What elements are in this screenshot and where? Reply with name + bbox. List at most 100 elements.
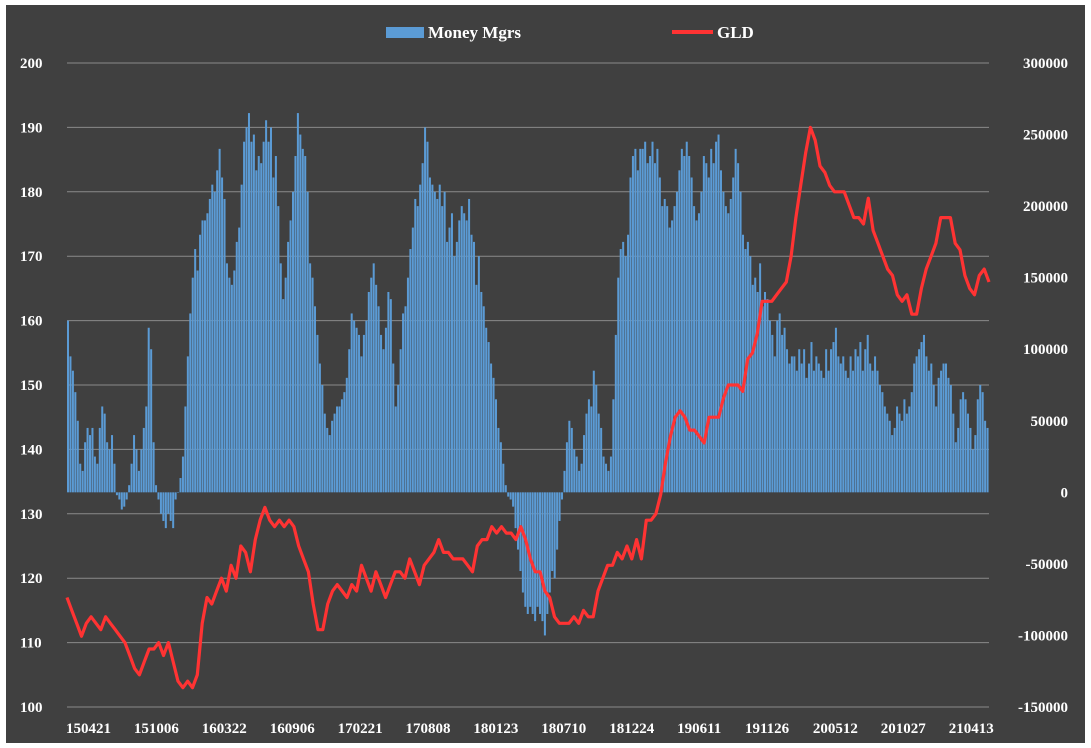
bar: [448, 227, 451, 493]
bar: [908, 406, 911, 493]
bar: [296, 113, 299, 493]
bar: [213, 191, 216, 493]
bar: [316, 334, 319, 493]
bar: [751, 284, 754, 493]
left-tick-label: 150: [20, 378, 43, 394]
bar: [844, 370, 847, 493]
bar: [636, 170, 639, 493]
bar: [737, 163, 740, 493]
bar: [338, 406, 341, 493]
bar: [678, 170, 681, 493]
bar: [966, 413, 969, 493]
bar: [243, 141, 246, 493]
bar: [878, 385, 881, 493]
bar: [883, 406, 886, 493]
bar: [817, 363, 820, 493]
bar: [915, 356, 918, 493]
bar: [827, 370, 830, 493]
right-tick-label: 50000: [1031, 414, 1069, 430]
left-tick-label: 120: [20, 571, 43, 587]
right-tick-label: -50000: [1026, 557, 1069, 573]
bar: [702, 156, 705, 493]
bar: [318, 363, 321, 493]
bar: [575, 456, 578, 493]
bar: [211, 184, 214, 493]
right-tick-label: 250000: [1023, 128, 1068, 144]
bar: [974, 435, 977, 493]
bar: [487, 342, 490, 493]
bar: [240, 184, 243, 493]
left-tick-label: 190: [20, 120, 43, 136]
bar: [426, 141, 429, 493]
bar: [592, 370, 595, 493]
x-tick-label: 151006: [134, 721, 180, 737]
bar: [96, 463, 99, 493]
x-tick-label: 210413: [949, 721, 994, 737]
bar: [272, 177, 275, 493]
bar: [294, 156, 297, 493]
bar: [886, 413, 889, 493]
bar: [181, 456, 184, 493]
bar: [607, 470, 610, 493]
bar: [499, 442, 502, 493]
bar: [419, 184, 422, 493]
bar: [984, 420, 987, 493]
bar: [612, 399, 615, 493]
bar: [815, 356, 818, 493]
bar: [937, 377, 940, 493]
bar: [145, 406, 148, 493]
bar: [690, 177, 693, 493]
bar: [409, 249, 412, 493]
bar: [353, 320, 356, 493]
x-tick-label: 180710: [541, 721, 586, 737]
bar: [705, 163, 708, 493]
bar: [925, 356, 928, 493]
bar: [76, 420, 79, 493]
bar: [866, 334, 869, 493]
bar: [570, 427, 573, 493]
bar: [333, 413, 336, 493]
bar: [372, 263, 375, 493]
bar: [580, 463, 583, 493]
bar: [695, 220, 698, 493]
bar: [367, 291, 370, 493]
bar: [822, 377, 825, 493]
bar: [820, 370, 823, 493]
bar: [641, 148, 644, 493]
bar: [646, 163, 649, 493]
bar: [362, 334, 365, 493]
x-tick-label: 150421: [66, 721, 111, 737]
bar: [964, 399, 967, 493]
bar: [932, 385, 935, 493]
bar: [323, 413, 326, 493]
bar: [485, 327, 488, 493]
bar: [548, 492, 551, 593]
bar: [864, 349, 867, 493]
chart-svg: 200 190 180 170 160 150 140 130 120 110 100 300000…: [20, 23, 1069, 737]
bar: [808, 363, 811, 493]
bar: [512, 492, 515, 507]
bar: [861, 370, 864, 493]
bar: [653, 163, 656, 493]
bar: [360, 356, 363, 493]
bar: [768, 320, 771, 493]
bar: [614, 334, 617, 493]
bar: [602, 456, 605, 493]
bar: [619, 249, 622, 493]
bar: [680, 148, 683, 493]
bar: [644, 141, 647, 493]
bar: [524, 492, 527, 607]
bar: [358, 334, 361, 493]
x-axis: 150421 151006 160322 160906 170221 170808 1801…: [66, 721, 994, 737]
bar: [585, 413, 588, 493]
bar: [979, 385, 982, 493]
legend: Money Mgrs GLD: [386, 23, 754, 42]
bar: [438, 184, 441, 493]
bar: [776, 320, 779, 493]
bar: [370, 277, 373, 493]
x-tick-label: 180123: [473, 721, 518, 737]
money-mgrs-bars: [67, 113, 989, 636]
bar: [245, 127, 248, 493]
bar: [260, 163, 263, 493]
bar: [651, 141, 654, 493]
